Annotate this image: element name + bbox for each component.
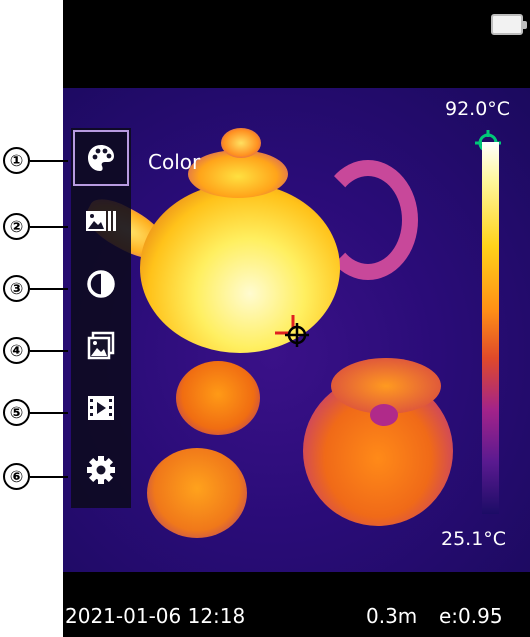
callout-line <box>30 411 68 414</box>
status-emissivity: e:0.95 <box>439 604 503 628</box>
callout-line <box>30 225 68 228</box>
temperature-color-scale <box>482 142 499 514</box>
cup-thermal <box>147 448 247 538</box>
status-distance: 0.3m <box>366 604 418 628</box>
menu-item-color[interactable] <box>73 130 129 186</box>
callout-1: ① <box>3 147 68 174</box>
callout-5: ⑤ <box>3 399 68 426</box>
callout-line <box>30 159 68 162</box>
jar-knob-thermal <box>370 404 398 426</box>
callout-line <box>30 475 68 478</box>
callout-6: ⑥ <box>3 463 68 490</box>
status-datetime: 2021-01-06 12:18 <box>65 604 246 628</box>
callout-number: ① <box>3 147 30 174</box>
contrast-icon <box>87 270 115 298</box>
image-mode-icon <box>86 211 116 231</box>
callout-number: ③ <box>3 275 30 302</box>
callout-2: ② <box>3 213 68 240</box>
min-temperature: 25.1°C <box>441 528 507 550</box>
callout-line <box>30 349 68 352</box>
callout-number: ② <box>3 213 30 240</box>
palette-icon <box>88 145 114 171</box>
menu-item-settings[interactable] <box>71 442 131 498</box>
callout-number: ⑤ <box>3 399 30 426</box>
callout-number: ⑥ <box>3 463 30 490</box>
cup-thermal <box>176 361 260 435</box>
callout-3: ③ <box>3 275 68 302</box>
settings-gear-icon <box>87 456 115 484</box>
battery-icon <box>491 14 527 35</box>
menu-item-image-mode[interactable] <box>71 194 131 250</box>
gallery-icon <box>87 331 115 360</box>
device-screen: 92.0°C 25.1°C <box>63 0 530 637</box>
teapot-body <box>140 183 340 353</box>
side-menu <box>71 128 131 508</box>
menu-item-label: Color <box>148 150 201 174</box>
menu-item-video[interactable] <box>71 380 131 436</box>
callout-line <box>30 287 68 290</box>
max-temperature: 92.0°C <box>445 98 511 120</box>
callout-4: ④ <box>3 337 68 364</box>
menu-item-contrast[interactable] <box>71 256 131 312</box>
callout-number: ④ <box>3 337 30 364</box>
thermal-image <box>63 88 530 572</box>
teapot-lid <box>188 150 288 198</box>
video-icon <box>88 396 114 420</box>
max-temp-crosshair-icon <box>275 315 309 347</box>
teapot-knob <box>221 128 261 158</box>
menu-item-gallery[interactable] <box>71 318 131 374</box>
